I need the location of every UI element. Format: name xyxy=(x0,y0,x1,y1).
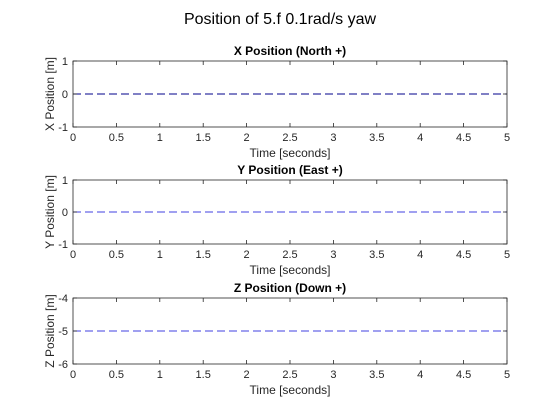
x-tick-label: 0 xyxy=(70,249,76,261)
subplot-title: Y Position (East +) xyxy=(237,163,342,177)
x-tick-label: 0 xyxy=(70,369,76,381)
x-tick-label: 5 xyxy=(504,369,510,381)
y-axis-label: Y Position [m] xyxy=(43,175,57,249)
x-tick-label: 1 xyxy=(157,132,163,144)
x-axis-label: Time [seconds] xyxy=(250,383,331,397)
x-tick-label: 2.5 xyxy=(282,249,297,261)
x-tick-label: 1.5 xyxy=(196,249,211,261)
x-tick-label: 3 xyxy=(330,132,336,144)
x-tick-label: 3 xyxy=(330,249,336,261)
y-axis-label: Z Position [m] xyxy=(43,294,57,367)
x-tick-label: 5 xyxy=(504,132,510,144)
y-axis-label: X Position [m] xyxy=(43,57,57,131)
x-tick-label: 2 xyxy=(244,132,250,144)
y-tick-label: -1 xyxy=(58,239,68,251)
x-tick-label: 4.5 xyxy=(456,369,471,381)
x-axis-label: Time [seconds] xyxy=(250,263,331,277)
x-axis-label: Time [seconds] xyxy=(250,146,331,160)
subplot-title: Z Position (Down +) xyxy=(234,281,346,295)
x-tick-label: 0.5 xyxy=(109,132,124,144)
x-tick-label: 3.5 xyxy=(369,132,384,144)
x-tick-label: 5 xyxy=(504,249,510,261)
y-tick-label: 1 xyxy=(62,56,68,68)
y-tick-label: 0 xyxy=(62,207,68,219)
x-tick-label: 2.5 xyxy=(282,132,297,144)
x-tick-label: 4 xyxy=(417,369,423,381)
y-tick-label: 0 xyxy=(62,89,68,101)
figure-title: Position of 5.f 0.1rad/s yaw xyxy=(184,11,377,28)
x-tick-label: 1 xyxy=(157,369,163,381)
x-tick-label: 1 xyxy=(157,249,163,261)
x-tick-label: 4.5 xyxy=(456,249,471,261)
x-tick-label: 0.5 xyxy=(109,249,124,261)
subplot-3: 0 0.5 1 1.5 2 2.5 3 3.5 4 4.5 5 -6 -5 -4 Z Position (D… xyxy=(43,281,510,397)
x-tick-label: 2.5 xyxy=(282,369,297,381)
x-tick-label: 4.5 xyxy=(456,132,471,144)
y-tick-label: -4 xyxy=(58,293,68,305)
x-tick-label: 3.5 xyxy=(369,369,384,381)
y-tick-label: -1 xyxy=(58,122,68,134)
x-tick-label: 0.5 xyxy=(109,369,124,381)
subplot-title: X Position (North +) xyxy=(234,44,346,58)
y-tick-label: 1 xyxy=(62,175,68,187)
x-tick-label: 3 xyxy=(330,369,336,381)
x-tick-label: 1.5 xyxy=(196,132,211,144)
x-tick-label: 4 xyxy=(417,249,423,261)
x-tick-label: 2 xyxy=(244,369,250,381)
x-tick-label: 3.5 xyxy=(369,249,384,261)
x-tick-label: 2 xyxy=(244,249,250,261)
x-tick-label: 0 xyxy=(70,132,76,144)
y-tick-label: -6 xyxy=(58,359,68,371)
x-tick-label: 4 xyxy=(417,132,423,144)
x-tick-label: 1.5 xyxy=(196,369,211,381)
y-tick-label: -5 xyxy=(58,326,68,338)
